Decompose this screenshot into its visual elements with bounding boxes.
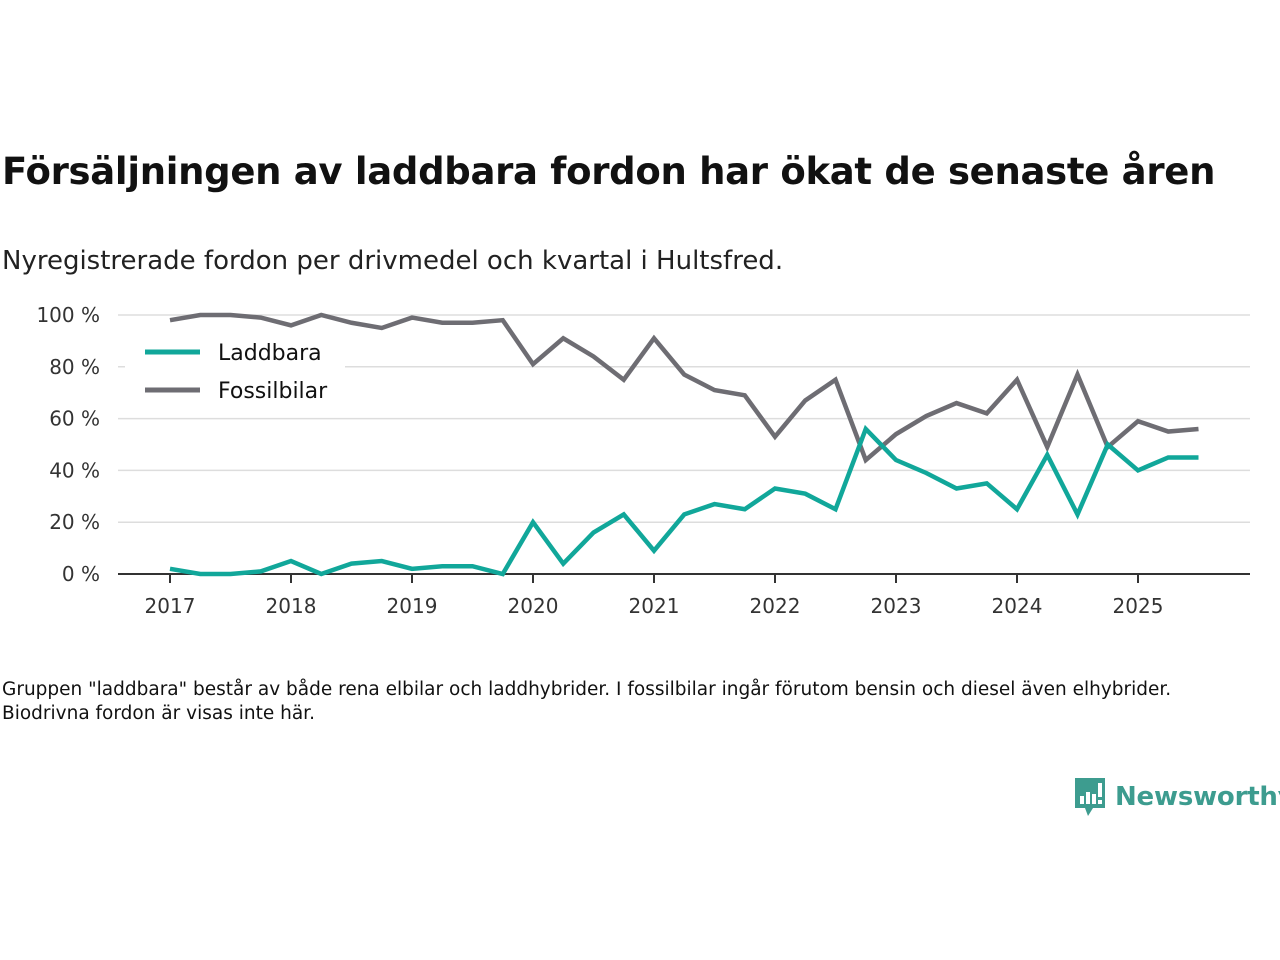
y-tick-label: 80 % <box>49 355 100 379</box>
footnote: Gruppen "laddbara" består av både rena e… <box>2 679 1172 724</box>
chart-subtitle: Nyregistrerade fordon per drivmedel och … <box>2 246 784 276</box>
brand-name: Newsworthy <box>1115 782 1280 812</box>
legend-label: Fossilbilar <box>218 379 328 404</box>
y-tick-label: 20 % <box>49 510 100 534</box>
x-tick-label: 2021 <box>629 594 680 618</box>
x-tick-label: 2019 <box>387 594 438 618</box>
x-tick-label: 2024 <box>992 594 1043 618</box>
bar-chart-speech-bubble-icon <box>1075 778 1105 816</box>
legend: Laddbara Fossilbilar <box>125 330 345 405</box>
newsworthy-logo: Newsworthy <box>1073 776 1280 818</box>
y-axis-ticks: 0 % 20 % 40 % 60 % 80 % 100 % <box>36 303 100 586</box>
x-axis-ticks: 2017 2018 2019 2020 2021 2022 2023 2024 2025 <box>118 573 1250 618</box>
x-tick-label: 2020 <box>508 594 559 618</box>
x-tick-label: 2018 <box>266 594 317 618</box>
y-tick-label: 40 % <box>49 458 100 482</box>
x-tick-label: 2023 <box>871 594 922 618</box>
x-tick-label: 2017 <box>145 594 196 618</box>
legend-label: Laddbara <box>218 341 322 366</box>
y-tick-label: 100 % <box>36 303 100 327</box>
series-lines <box>169 312 1199 577</box>
x-tick-label: 2025 <box>1113 594 1164 618</box>
x-tick-label: 2022 <box>750 594 801 618</box>
y-tick-label: 0 % <box>62 562 100 586</box>
y-tick-label: 60 % <box>49 407 100 431</box>
line-chart: 0 % 20 % 40 % 60 % 80 % 100 % 2017 2018 2019 202… <box>36 303 1250 618</box>
chart-title: Försäljningen av laddbara fordon har öka… <box>2 150 1216 193</box>
series-line-laddbara <box>169 424 1199 577</box>
